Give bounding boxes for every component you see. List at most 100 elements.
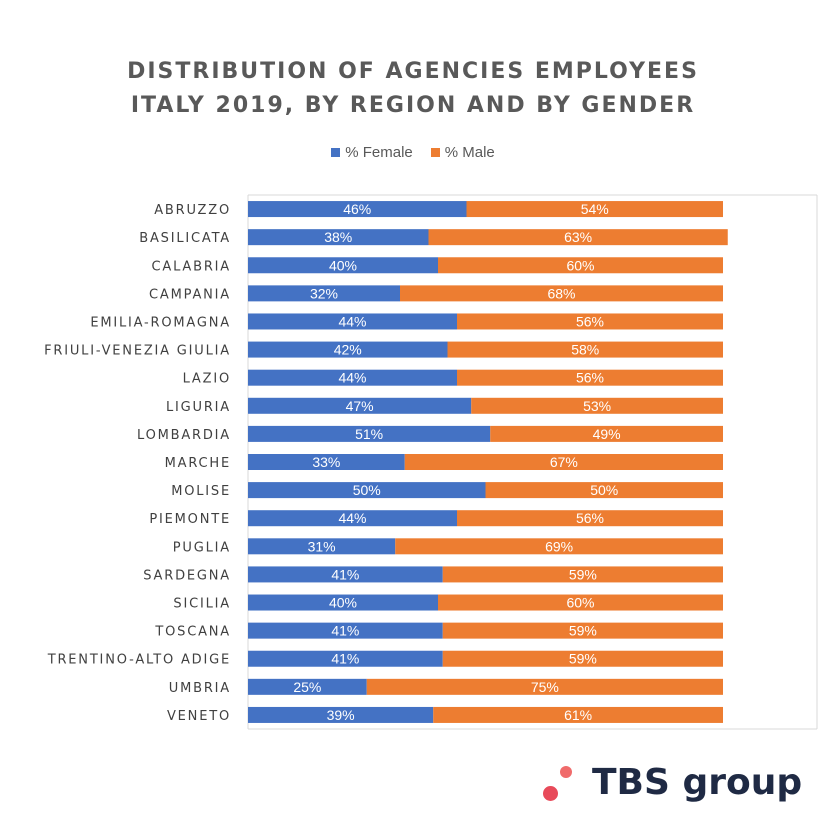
- bar-female-veneto: [248, 706, 434, 723]
- bar-female-emilia-romagna: [248, 313, 457, 330]
- bar-female-calabria: [248, 257, 438, 274]
- logo-dot-large: [543, 786, 558, 801]
- bar-male-toscana: [442, 622, 723, 639]
- data-label-male-liguria: 53%: [583, 398, 611, 414]
- category-label-trentino-alto-adige: TRENTINO-ALTO ADIGE: [47, 653, 231, 668]
- category-label-umbria: UMBRIA: [169, 681, 231, 696]
- category-label-basilicata: BASILICATA: [139, 231, 231, 246]
- data-label-female-veneto: 39%: [327, 707, 355, 723]
- bar-male-umbria: [366, 678, 723, 695]
- chart-legend: % Female % Male: [0, 144, 826, 161]
- data-label-female-trentino-alto-adige: 41%: [331, 651, 359, 667]
- category-label-toscana: TOSCANA: [154, 625, 231, 640]
- category-label-campania: CAMPANIA: [149, 287, 231, 302]
- category-label-marche: MARCHE: [165, 456, 231, 471]
- legend-swatch-male: [430, 148, 440, 157]
- category-label-sardegna: SARDEGNA: [143, 568, 231, 583]
- bar-male-veneto: [433, 706, 723, 723]
- category-label-abruzzo: ABRUZZO: [154, 203, 231, 218]
- bar-male-sicilia: [438, 594, 723, 611]
- data-label-male-calabria: 60%: [566, 257, 594, 273]
- data-label-male-sicilia: 60%: [566, 595, 594, 611]
- category-label-liguria: LIGURIA: [166, 400, 231, 415]
- data-label-female-puglia: 31%: [308, 538, 336, 554]
- data-label-male-lombardia: 49%: [593, 426, 621, 442]
- bar-female-marche: [248, 454, 405, 470]
- category-label-friuli-venezia-giulia: FRIULI-VENEZIA GIULIA: [44, 344, 231, 359]
- bar-male-lombardia: [490, 425, 723, 442]
- category-label-calabria: CALABRIA: [152, 259, 231, 274]
- bar-female-umbria: [248, 678, 367, 695]
- data-label-female-abruzzo: 46%: [343, 201, 371, 217]
- data-label-female-toscana: 41%: [331, 623, 359, 639]
- category-label-emilia-romagna: EMILIA-ROMAGNA: [90, 315, 231, 330]
- bar-male-trentino-alto-adige: [442, 650, 723, 667]
- bar-male-friuli-venezia-giulia: [447, 341, 723, 358]
- data-label-male-emilia-romagna: 56%: [576, 313, 604, 329]
- legend-label-female: % Female: [345, 144, 413, 161]
- legend-swatch-female: [331, 148, 341, 157]
- bar-male-sardegna: [442, 566, 723, 583]
- legend-label-male: % Male: [444, 144, 495, 161]
- data-label-female-marche: 33%: [312, 454, 340, 470]
- bar-female-puglia: [248, 538, 396, 555]
- data-label-male-friuli-venezia-giulia: 58%: [571, 342, 599, 358]
- bar-male-emilia-romagna: [457, 313, 723, 330]
- data-label-male-trentino-alto-adige: 59%: [569, 651, 597, 667]
- bar-male-molise: [485, 482, 723, 499]
- bar-female-lazio: [248, 369, 457, 386]
- data-label-female-lombardia: 51%: [355, 426, 383, 442]
- bar-female-piemonte: [248, 510, 457, 527]
- data-label-male-umbria: 75%: [531, 679, 559, 695]
- data-label-female-calabria: 40%: [329, 257, 357, 273]
- data-label-male-sardegna: 59%: [569, 566, 597, 582]
- logo-text: TBS group: [592, 762, 803, 803]
- data-label-male-puglia: 69%: [545, 538, 573, 554]
- category-label-puglia: PUGLIA: [173, 540, 231, 555]
- bar-male-calabria: [438, 257, 723, 274]
- bar-female-toscana: [248, 622, 443, 639]
- data-label-female-umbria: 25%: [293, 679, 321, 695]
- bar-female-sardegna: [248, 566, 443, 583]
- data-label-male-piemonte: 56%: [576, 510, 604, 526]
- bar-male-marche: [404, 454, 723, 470]
- bar-female-trentino-alto-adige: [248, 650, 443, 667]
- bar-male-piemonte: [457, 510, 723, 527]
- category-label-veneto: VENETO: [167, 709, 231, 724]
- bar-male-basilicata: [428, 229, 728, 246]
- legend-item-female: % Female: [331, 144, 413, 161]
- data-label-male-molise: 50%: [590, 482, 618, 498]
- bar-male-lazio: [457, 369, 723, 386]
- category-label-lazio: LAZIO: [183, 372, 231, 387]
- category-label-piemonte: PIEMONTE: [149, 512, 231, 527]
- data-label-male-abruzzo: 54%: [581, 201, 609, 217]
- legend-item-male: % Male: [430, 144, 495, 161]
- bar-female-abruzzo: [248, 201, 467, 218]
- data-label-female-campania: 32%: [310, 285, 338, 301]
- category-label-molise: MOLISE: [171, 484, 231, 499]
- logo-dot-small: [560, 766, 572, 778]
- data-label-female-piemonte: 44%: [338, 510, 366, 526]
- data-label-male-campania: 68%: [547, 285, 575, 301]
- data-label-female-emilia-romagna: 44%: [338, 313, 366, 329]
- bar-male-liguria: [471, 397, 723, 414]
- data-label-female-molise: 50%: [353, 482, 381, 498]
- bar-male-campania: [400, 285, 723, 302]
- bar-female-molise: [248, 482, 486, 499]
- category-label-sicilia: SICILIA: [173, 597, 231, 612]
- data-label-male-toscana: 59%: [569, 623, 597, 639]
- bar-female-lombardia: [248, 425, 491, 442]
- data-label-female-sardegna: 41%: [331, 566, 359, 582]
- bar-female-sicilia: [248, 594, 438, 611]
- data-label-male-lazio: 56%: [576, 370, 604, 386]
- company-logo: TBS group: [540, 760, 803, 810]
- bar-female-friuli-venezia-giulia: [248, 341, 448, 358]
- bar-female-basilicata: [248, 229, 429, 246]
- bar-male-puglia: [395, 538, 723, 555]
- data-label-female-liguria: 47%: [346, 398, 374, 414]
- chart-title-line-1: DISTRIBUTION OF AGENCIES EMPLOYEES: [127, 59, 699, 84]
- data-label-male-marche: 67%: [550, 454, 578, 470]
- data-label-male-veneto: 61%: [564, 707, 592, 723]
- bar-female-campania: [248, 285, 400, 302]
